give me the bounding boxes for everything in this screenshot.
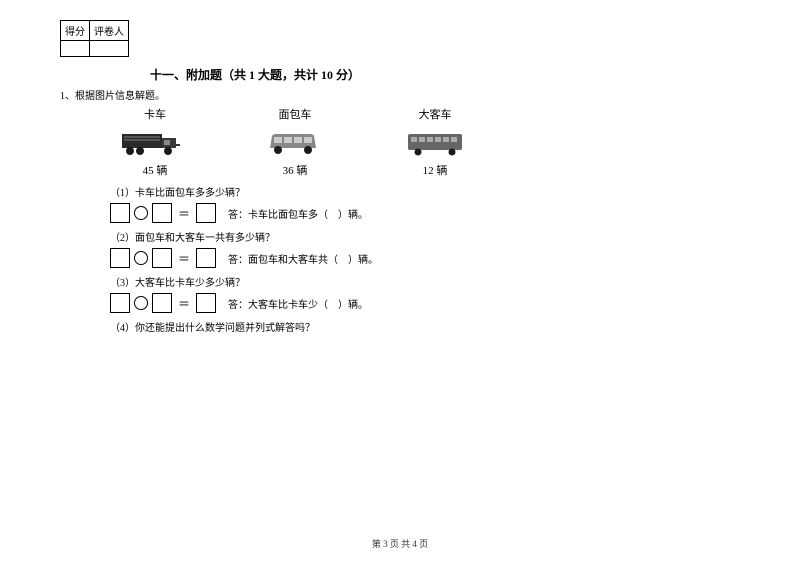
equation-row-2: ＝ 答：面包车和大客车共（ ）辆。 xyxy=(110,248,740,268)
truck-column: 卡车 45 辆 xyxy=(110,106,200,178)
grader-cell: 评卷人 xyxy=(90,21,129,41)
input-box xyxy=(152,248,172,268)
grader-blank xyxy=(90,41,129,57)
input-box xyxy=(196,203,216,223)
input-box xyxy=(196,293,216,313)
van-label: 面包车 xyxy=(279,106,312,122)
equation-row-1: ＝ 答：卡车比面包车多（ ）辆。 xyxy=(110,203,740,223)
score-blank xyxy=(61,41,90,57)
subquestion-3: （3）大客车比卡车少多少辆？ xyxy=(110,274,740,289)
input-box xyxy=(110,293,130,313)
van-icon xyxy=(260,126,330,158)
answer-text-3: 答：大客车比卡车少（ ）辆。 xyxy=(228,296,368,311)
input-box xyxy=(196,248,216,268)
bus-icon xyxy=(400,126,470,158)
score-table: 得分 评卷人 xyxy=(60,20,129,57)
equals-sign: ＝ xyxy=(178,205,190,222)
input-box xyxy=(152,293,172,313)
score-cell: 得分 xyxy=(61,21,90,41)
van-column: 面包车 36 辆 xyxy=(250,106,340,178)
equals-sign: ＝ xyxy=(178,295,190,312)
question-number: 1、根据图片信息解题。 xyxy=(60,87,740,102)
subquestion-4: （4）你还能提出什么数学问题并列式解答吗？ xyxy=(110,319,740,334)
operator-circle xyxy=(134,296,148,310)
section-title: 十一、附加题（共 1 大题，共计 10 分） xyxy=(150,66,740,83)
answer-text-2: 答：面包车和大客车共（ ）辆。 xyxy=(228,251,378,266)
vehicles-row: 卡车 45 辆 面包车 xyxy=(110,106,740,178)
answer-text-1: 答：卡车比面包车多（ ）辆。 xyxy=(228,206,368,221)
bus-label: 大客车 xyxy=(419,106,452,122)
truck-count: 45 辆 xyxy=(143,162,168,178)
truck-label: 卡车 xyxy=(144,106,166,122)
bus-column: 大客车 12 辆 xyxy=(390,106,480,178)
subquestion-2: （2）面包车和大客车一共有多少辆？ xyxy=(110,229,740,244)
input-box xyxy=(110,248,130,268)
operator-circle xyxy=(134,251,148,265)
van-count: 36 辆 xyxy=(283,162,308,178)
subquestion-1: （1）卡车比面包车多多少辆？ xyxy=(110,184,740,199)
truck-icon xyxy=(120,126,190,158)
input-box xyxy=(110,203,130,223)
input-box xyxy=(152,203,172,223)
equals-sign: ＝ xyxy=(178,250,190,267)
page-footer: 第 3 页 共 4 页 xyxy=(0,537,800,550)
bus-count: 12 辆 xyxy=(423,162,448,178)
operator-circle xyxy=(134,206,148,220)
equation-row-3: ＝ 答：大客车比卡车少（ ）辆。 xyxy=(110,293,740,313)
